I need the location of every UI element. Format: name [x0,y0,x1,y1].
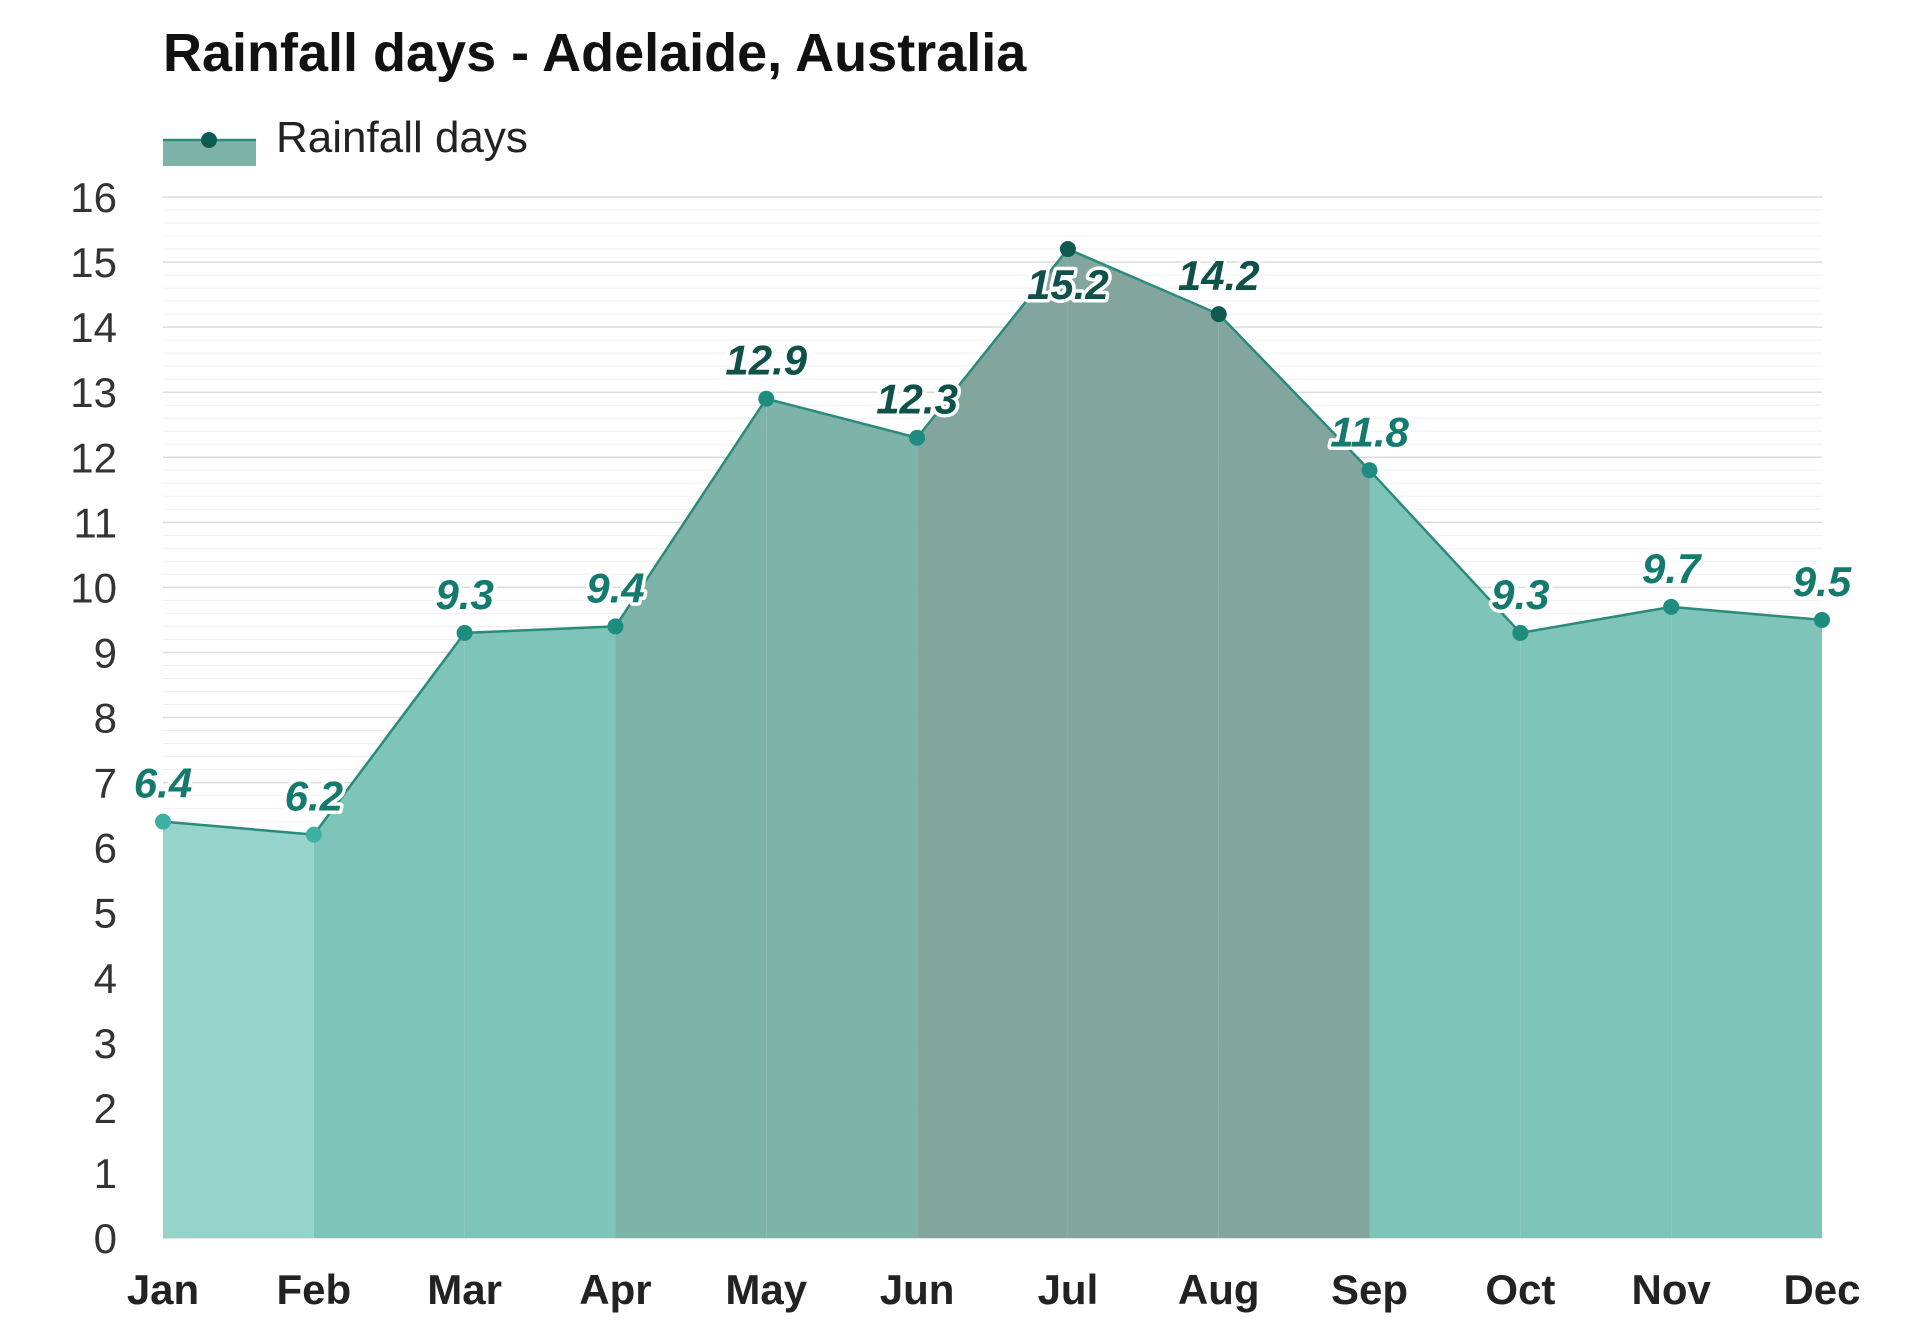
y-tick-label: 5 [94,890,117,937]
y-tick-label: 1 [94,1150,117,1197]
area-segment-aug [1218,314,1370,1238]
area-segment-oct [1520,606,1672,1238]
area-segment-jul [1067,249,1219,1239]
area-segment-mar [464,626,616,1238]
data-label-jun: 12.3 [876,376,958,423]
data-point-jul [1059,241,1076,258]
y-tick-label: 8 [94,695,117,742]
data-label-feb: 6.2 [285,773,343,820]
data-point-feb [305,826,322,843]
x-tick-label-jul: Jul [1038,1266,1099,1313]
data-label-nov: 9.7 [1642,545,1702,592]
x-tick-label-jun: Jun [880,1266,955,1313]
y-tick-label: 11 [73,499,117,546]
data-label-apr: 9.4 [586,564,644,611]
y-tick-label: 0 [94,1215,117,1262]
area-fill [163,249,1822,1239]
x-axis-ticks: Jan Feb Mar Apr May Jun Jul Aug Sep Oct Nov Dec [127,1266,1861,1313]
y-tick-label: 3 [94,1020,117,1067]
data-label-oct: 9.3 [1491,571,1549,618]
x-tick-label-feb: Feb [276,1266,351,1313]
x-tick-label-apr: Apr [579,1266,651,1313]
series-line [162,247,1823,836]
area-segment-sep [1369,470,1521,1238]
y-tick-label: 15 [70,239,117,286]
data-label-aug: 14.2 [1178,252,1260,299]
y-tick-label: 2 [94,1085,117,1132]
y-tick-label: 4 [94,955,117,1002]
data-point-aug [1210,306,1227,323]
data-labels: 6.4 6.2 9.3 9.4 12.9 12.3 15.2 14.2 11.8 9.3 9.7 9.… [130,249,1855,824]
area-segment-jan [163,821,314,1238]
x-tick-label-mar: Mar [427,1266,502,1313]
chart-title: Rainfall days - Adelaide, Australia [163,23,1027,83]
data-label-jul: 15.2 [1027,261,1109,308]
data-label-sep: 11.8 [1330,408,1409,455]
data-label-jan: 6.4 [134,760,192,807]
area-segment-nov [1671,606,1822,1238]
x-tick-label-dec: Dec [1783,1266,1860,1313]
y-tick-label: 13 [70,369,117,416]
data-label-may: 12.9 [725,337,807,384]
y-tick-label: 9 [94,629,117,676]
y-tick-label: 12 [70,434,117,481]
data-point-mar [456,624,473,641]
data-point-dec [1814,611,1830,628]
x-tick-label-may: May [725,1266,807,1313]
data-point-may [758,390,775,407]
data-point-oct [1512,624,1529,641]
x-tick-label-sep: Sep [1331,1266,1408,1313]
y-tick-label: 16 [70,174,117,221]
x-tick-label-nov: Nov [1632,1266,1712,1313]
y-tick-label: 7 [94,760,117,807]
x-tick-label-jan: Jan [127,1266,199,1313]
data-point-jun [909,429,926,446]
area-segment-jun [917,249,1068,1239]
series-line-rainfall-days [162,247,1823,836]
y-tick-label: 14 [70,304,117,351]
legend-label: Rainfall days [276,113,528,162]
data-point-jan [155,813,171,830]
data-label-dec: 9.5 [1793,558,1852,605]
data-point-nov [1663,598,1680,615]
x-tick-label-oct: Oct [1485,1266,1555,1313]
legend-swatch [163,132,256,166]
data-label-mar: 9.3 [435,571,493,618]
data-point-apr [607,618,624,635]
area-segment-apr [615,398,767,1239]
x-tick-label-aug: Aug [1178,1266,1260,1313]
area-segment-may [766,398,918,1239]
data-points [155,241,1830,843]
y-tick-label: 6 [94,825,117,872]
data-point-sep [1361,462,1378,479]
area-segment-feb [313,632,465,1238]
y-tick-label: 10 [70,564,117,611]
legend[interactable]: Rainfall days [163,108,528,168]
